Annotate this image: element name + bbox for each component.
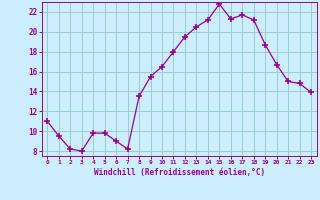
X-axis label: Windchill (Refroidissement éolien,°C): Windchill (Refroidissement éolien,°C) — [94, 168, 265, 177]
